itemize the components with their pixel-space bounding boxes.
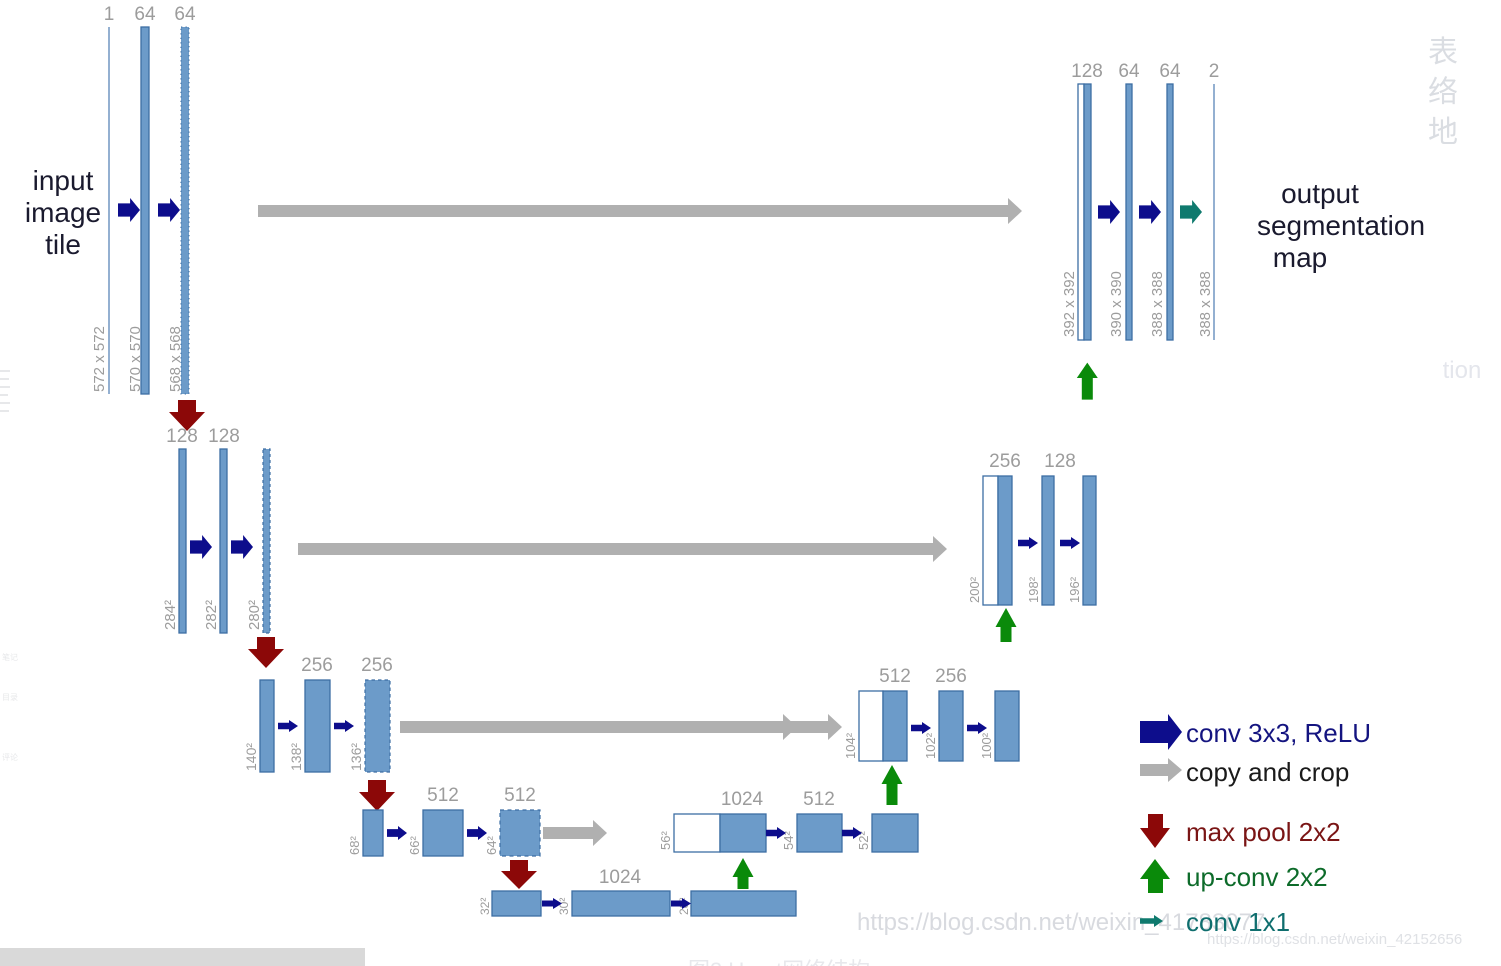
svg-text:segmentation: segmentation xyxy=(1257,210,1425,241)
svg-text:280²: 280² xyxy=(246,600,263,630)
svg-text:copy and crop: copy and crop xyxy=(1186,757,1349,787)
svg-text:图3 U-net网络结构: 图3 U-net网络结构 xyxy=(688,958,870,966)
svg-text:570 x 570: 570 x 570 xyxy=(127,326,144,392)
svg-text:392 x 392: 392 x 392 xyxy=(1061,271,1078,337)
svg-text:68²: 68² xyxy=(347,836,362,855)
svg-text:196²: 196² xyxy=(1067,576,1082,603)
svg-text:128: 128 xyxy=(1071,61,1103,82)
svg-text:256: 256 xyxy=(989,451,1021,472)
svg-text:138²: 138² xyxy=(288,743,304,771)
svg-text:1024: 1024 xyxy=(721,789,764,810)
svg-text:32²: 32² xyxy=(478,898,492,915)
svg-text:tile: tile xyxy=(45,229,81,260)
svg-text:104²: 104² xyxy=(843,732,858,759)
svg-text:max pool 2x2: max pool 2x2 xyxy=(1186,817,1341,847)
svg-text:128: 128 xyxy=(166,426,198,447)
svg-text:512: 512 xyxy=(803,789,835,810)
svg-text:2: 2 xyxy=(1209,61,1220,82)
svg-text:200²: 200² xyxy=(967,576,982,603)
svg-text:output: output xyxy=(1281,178,1359,209)
svg-text:1024: 1024 xyxy=(599,867,642,888)
svg-text:388 x 388: 388 x 388 xyxy=(1197,271,1214,337)
svg-text:笔记: 笔记 xyxy=(2,652,18,662)
svg-text:conv 3x3, ReLU: conv 3x3, ReLU xyxy=(1186,718,1371,748)
svg-text:30²: 30² xyxy=(557,898,571,915)
svg-text:66²: 66² xyxy=(407,836,422,855)
svg-text:表: 表 xyxy=(1428,36,1458,69)
svg-text:image: image xyxy=(25,197,101,228)
svg-text:络: 络 xyxy=(1428,76,1458,109)
svg-text:128: 128 xyxy=(208,426,240,447)
svg-text:256: 256 xyxy=(301,655,333,676)
svg-text:评论: 评论 xyxy=(2,752,18,762)
svg-text:64²: 64² xyxy=(484,836,499,855)
svg-text:390 x 390: 390 x 390 xyxy=(1108,271,1125,337)
svg-text:地: 地 xyxy=(1428,116,1458,149)
svg-text:input: input xyxy=(33,165,94,196)
svg-text:128: 128 xyxy=(1044,451,1076,472)
svg-text:512: 512 xyxy=(879,666,911,687)
svg-text:64: 64 xyxy=(174,4,196,25)
svg-text:tion: tion xyxy=(1443,357,1482,384)
svg-text:conv 1x1: conv 1x1 xyxy=(1186,907,1290,937)
svg-text:102²: 102² xyxy=(923,732,938,759)
svg-text:512: 512 xyxy=(427,785,459,806)
svg-text:512: 512 xyxy=(504,785,536,806)
svg-text:64: 64 xyxy=(1159,61,1181,82)
svg-text:572 x 572: 572 x 572 xyxy=(91,326,108,392)
svg-text:100²: 100² xyxy=(979,732,994,759)
svg-text:256: 256 xyxy=(361,655,393,676)
svg-text:56²: 56² xyxy=(658,831,673,850)
svg-text:284²: 284² xyxy=(162,600,179,630)
svg-text:1: 1 xyxy=(104,4,115,25)
svg-text:568 x 568: 568 x 568 xyxy=(167,326,184,392)
svg-text:256: 256 xyxy=(935,666,967,687)
svg-text:136²: 136² xyxy=(348,743,364,771)
svg-text:388 x 388: 388 x 388 xyxy=(1149,271,1166,337)
svg-text:目录: 目录 xyxy=(2,693,18,702)
svg-text:64: 64 xyxy=(1118,61,1140,82)
svg-text:up-conv 2x2: up-conv 2x2 xyxy=(1186,862,1328,892)
svg-text:140²: 140² xyxy=(243,743,259,771)
svg-text:282²: 282² xyxy=(203,600,220,630)
svg-text:198²: 198² xyxy=(1026,576,1041,603)
svg-text:64: 64 xyxy=(134,4,156,25)
svg-text:map: map xyxy=(1273,242,1327,273)
